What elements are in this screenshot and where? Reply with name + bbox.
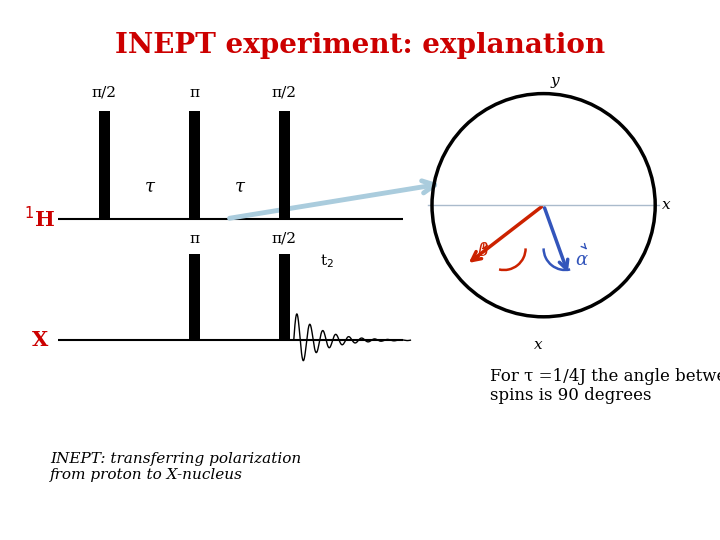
Text: X: X <box>32 330 48 350</box>
Text: For τ =1/4J the angle between
spins is 90 degrees: For τ =1/4J the angle between spins is 9… <box>490 368 720 404</box>
Text: β: β <box>477 242 487 260</box>
Text: π/2: π/2 <box>272 86 297 100</box>
Text: τ: τ <box>235 177 245 195</box>
Text: π: π <box>189 232 199 246</box>
Text: x: x <box>662 198 671 212</box>
Text: INEPT: transferring polarization
from proton to X-nucleus: INEPT: transferring polarization from pr… <box>50 452 302 482</box>
Text: t$_2$: t$_2$ <box>320 252 334 270</box>
Text: $^{1}$H: $^{1}$H <box>24 206 55 231</box>
Text: x: x <box>534 339 542 353</box>
Text: α: α <box>576 251 588 269</box>
Bar <box>189 254 200 340</box>
Bar <box>279 254 290 340</box>
Text: π/2: π/2 <box>272 232 297 246</box>
Bar <box>279 111 290 219</box>
Bar <box>189 111 200 219</box>
Text: y: y <box>551 74 559 88</box>
Text: INEPT experiment: explanation: INEPT experiment: explanation <box>115 32 605 59</box>
Text: π/2: π/2 <box>92 86 117 100</box>
Bar <box>99 111 110 219</box>
Text: τ: τ <box>145 177 155 195</box>
Text: π: π <box>189 86 199 100</box>
